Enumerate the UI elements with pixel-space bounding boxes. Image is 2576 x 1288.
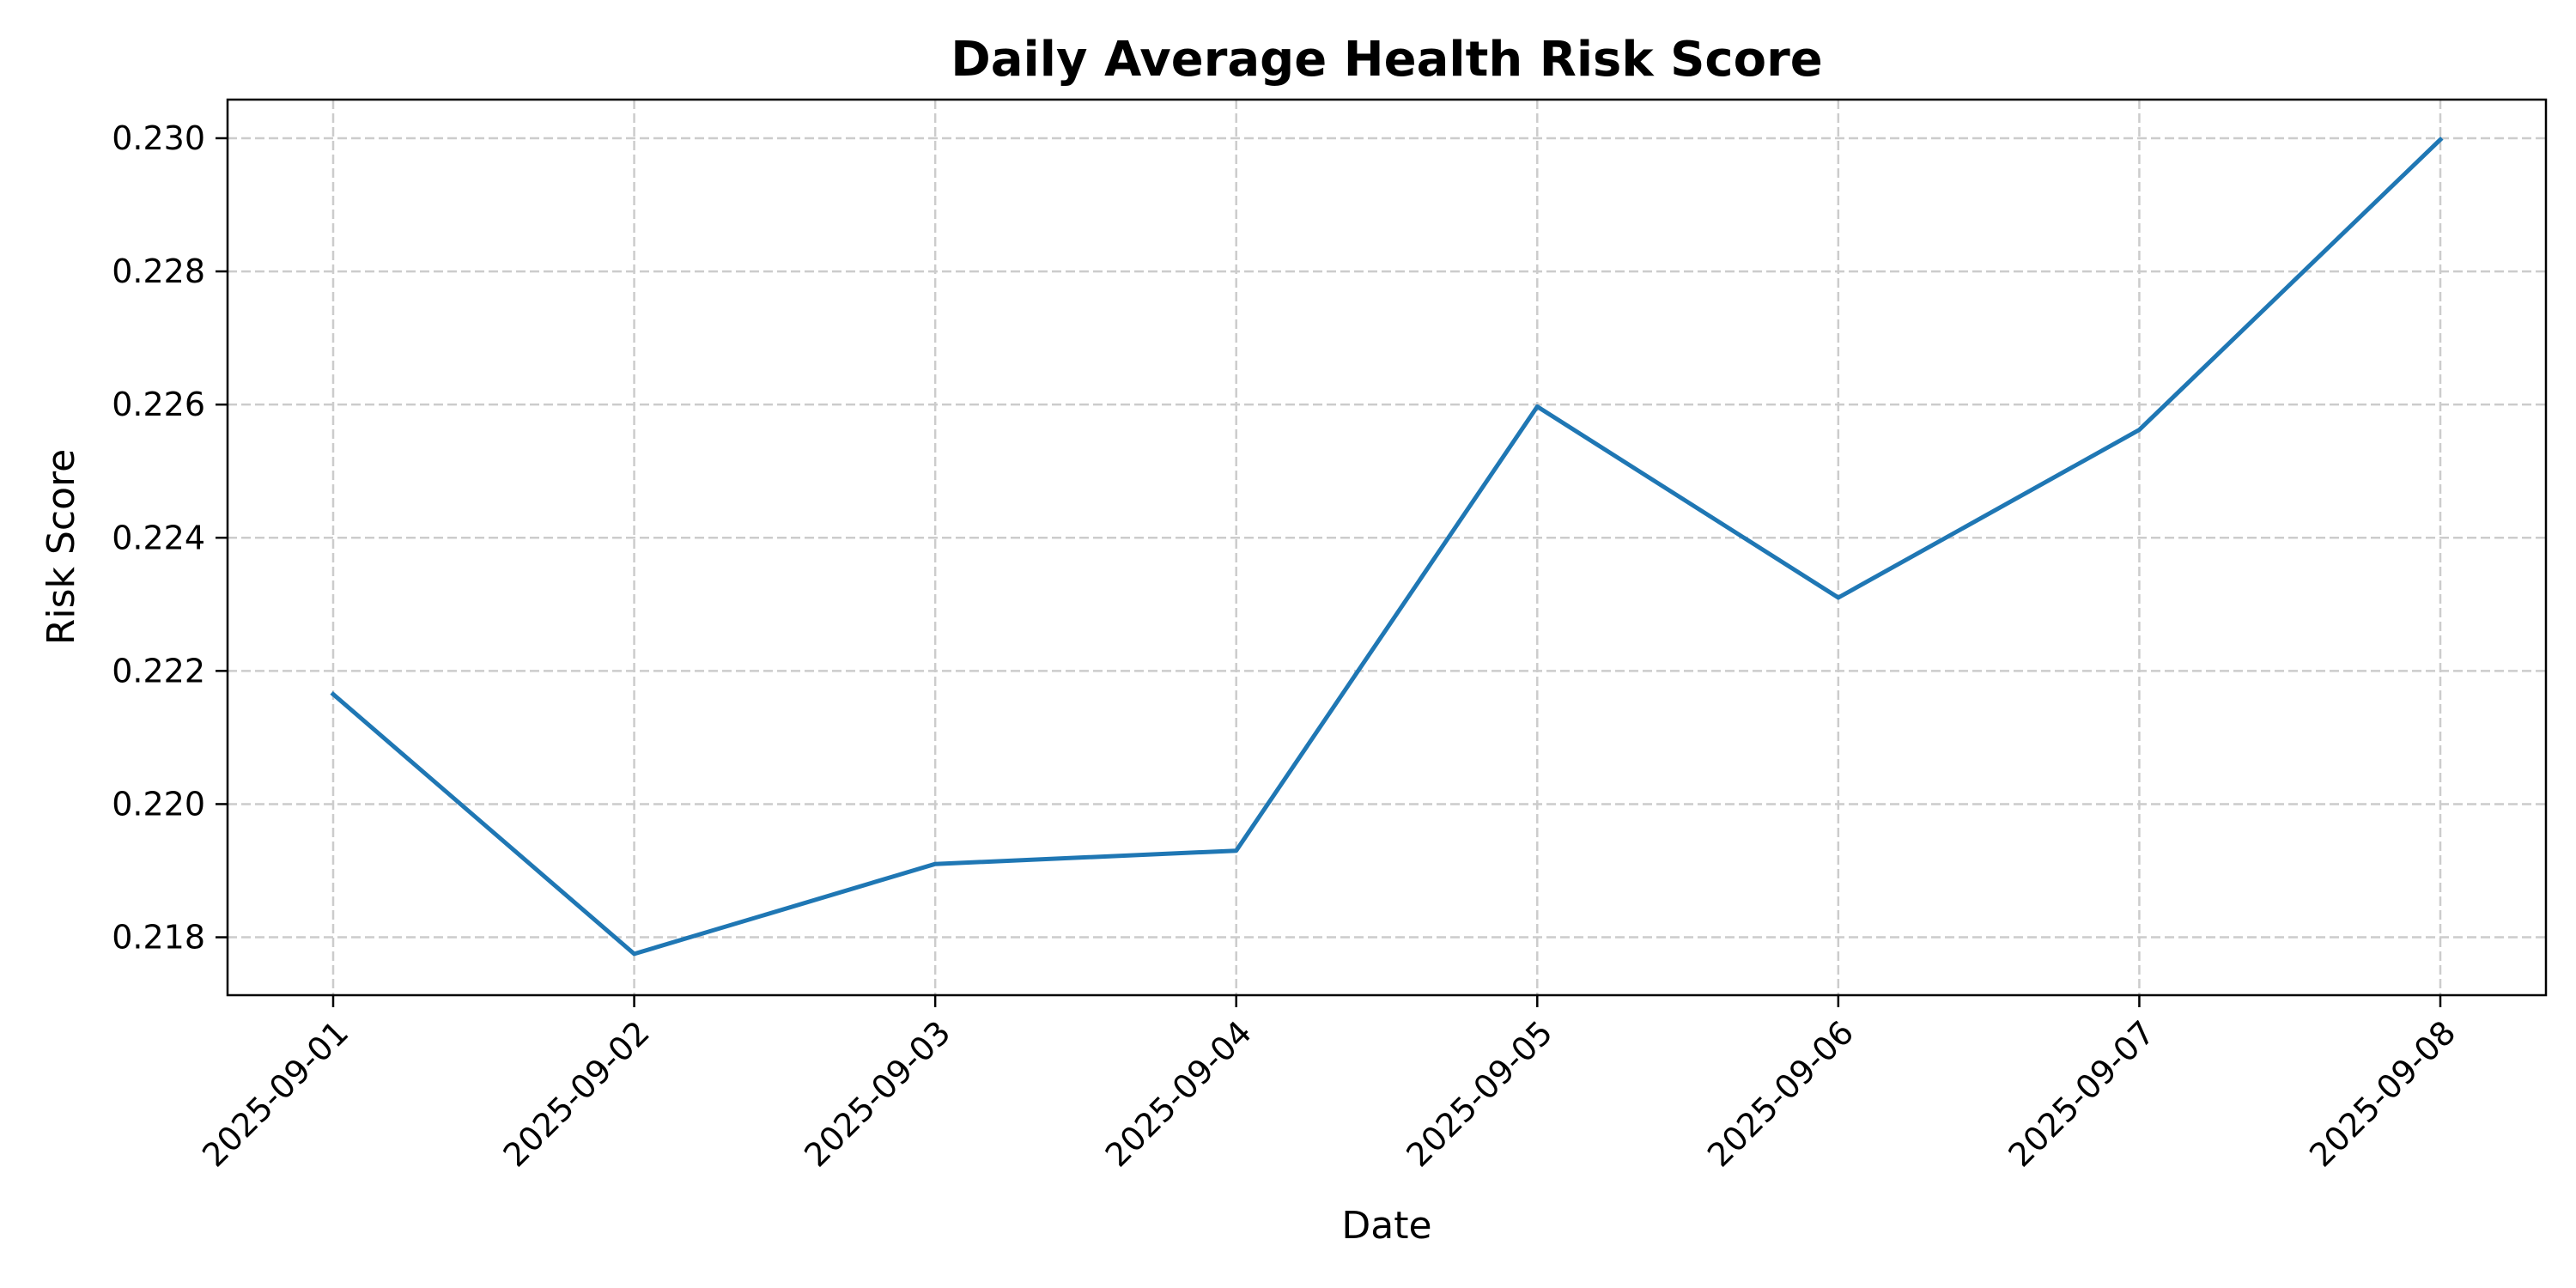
plot-frame <box>226 98 2548 997</box>
y-axis-ticks: 0.218 0.220 0.222 0.224 0.226 0.228 0.230 <box>112 119 228 957</box>
y-tick-label: 0.228 <box>112 252 205 290</box>
x-grid <box>331 100 2442 995</box>
y-tick-label: 0.218 <box>112 919 205 957</box>
y-tick-label: 0.220 <box>112 785 205 823</box>
series-line <box>330 136 2444 957</box>
y-tick-label: 0.224 <box>112 519 205 556</box>
y-tick-label: 0.226 <box>112 386 205 423</box>
chart-title: Daily Average Health Risk Score <box>951 32 1822 88</box>
y-axis-label: Risk Score <box>39 449 83 645</box>
y-tick-label: 0.222 <box>112 652 205 690</box>
x-axis-label: Date <box>1341 1204 1431 1248</box>
y-tick-label: 0.230 <box>112 119 205 157</box>
